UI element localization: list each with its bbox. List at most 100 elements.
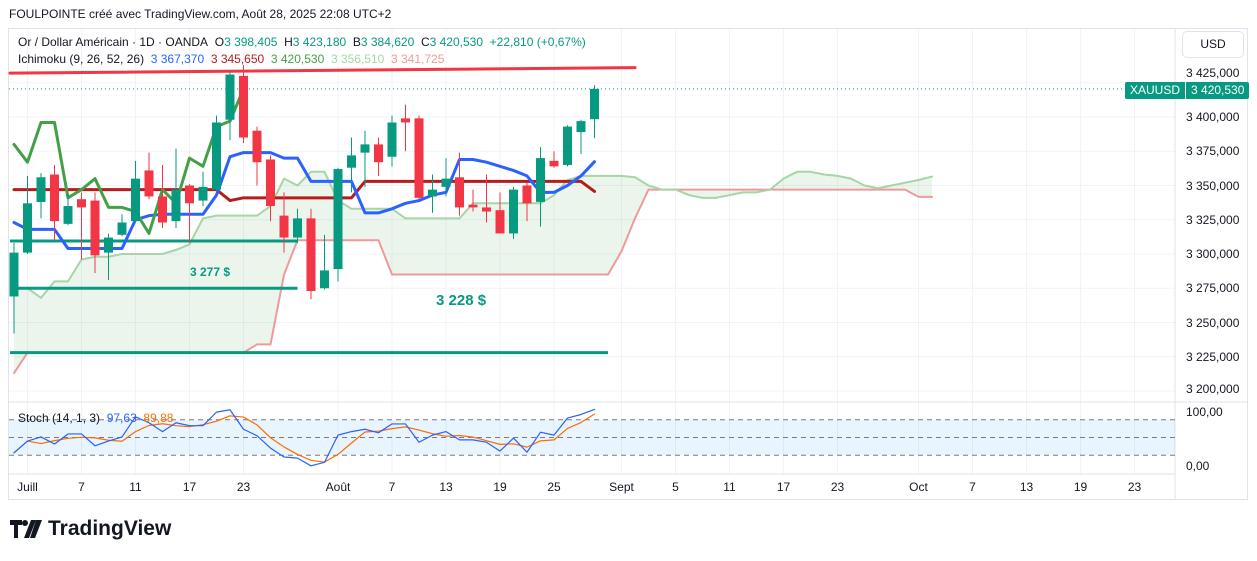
candle xyxy=(428,174,437,213)
candle-body xyxy=(293,218,302,238)
open-label: O xyxy=(214,35,225,49)
candle-body xyxy=(9,252,19,297)
stoch-label[interactable]: Stoch (14, 1, 3) xyxy=(18,411,101,425)
candle xyxy=(50,164,59,241)
ichimoku-cloud xyxy=(14,171,932,374)
currency-button[interactable]: USD xyxy=(1182,31,1244,58)
time-axis-label: 23 xyxy=(1127,480,1142,494)
candle-body xyxy=(225,74,235,120)
time-axis-label: 5 xyxy=(672,480,679,494)
candle-body xyxy=(482,207,491,212)
candle xyxy=(252,126,262,186)
candle-body xyxy=(131,178,140,222)
candle xyxy=(455,152,464,216)
price-axis-label: 3 350,000 xyxy=(1186,178,1240,193)
candle xyxy=(563,125,572,167)
candle xyxy=(104,233,113,281)
candle xyxy=(77,192,86,260)
span-a-value: 3 356,510 xyxy=(330,52,385,66)
time-axis-label: 17 xyxy=(182,480,197,494)
time-axis-label: 7 xyxy=(78,480,85,494)
candle-body xyxy=(495,210,505,234)
candle xyxy=(225,71,235,141)
high-value: 3 423,180 xyxy=(292,35,347,49)
candle xyxy=(198,171,208,207)
candle-body xyxy=(77,199,86,208)
time-axis-label: 7 xyxy=(969,480,976,494)
candle-body xyxy=(144,170,154,197)
candle-body xyxy=(158,196,167,223)
resistance-trendline xyxy=(8,66,637,75)
price-axis-label: 3 325,000 xyxy=(1186,212,1240,227)
candle-body xyxy=(455,177,464,208)
high-label: H xyxy=(284,35,293,49)
price-axis-label: 3 200,000 xyxy=(1186,382,1240,396)
time-axis-label: Août xyxy=(325,480,351,494)
price-axis-label: 3 275,000 xyxy=(1186,281,1240,296)
candle-body xyxy=(360,144,370,153)
candle-body xyxy=(563,126,572,165)
ichimoku-kijun-line xyxy=(12,179,596,203)
time-axis-label: 11 xyxy=(723,480,736,494)
candle-body xyxy=(576,121,586,133)
symbol-name[interactable]: Or / Dollar Américain · 1D · OANDA xyxy=(18,35,209,49)
candle xyxy=(117,214,127,237)
stoch-axis-label: 100,00 xyxy=(1186,405,1223,419)
candle-body xyxy=(90,200,100,256)
price-axis-label: 3 400,000 xyxy=(1186,110,1240,124)
candle xyxy=(158,164,167,228)
candle-body xyxy=(320,270,329,289)
candle xyxy=(333,167,343,282)
candle-body xyxy=(23,203,32,253)
price-axis-label: 3 425,000 xyxy=(1186,66,1240,80)
span-b-value: 3 341,725 xyxy=(391,52,445,66)
ichimoku-legend: Ichimoku (9, 26, 52, 26) 3 367,370 3 345… xyxy=(18,52,444,66)
candle xyxy=(576,119,586,154)
candle xyxy=(414,115,424,200)
candle-body xyxy=(387,122,397,157)
change-value: +22,810 (+0,67%) xyxy=(489,35,586,49)
tenkan-value: 3 367,370 xyxy=(150,52,205,66)
candle-body xyxy=(104,237,113,253)
time-axis-label: 23 xyxy=(236,480,251,494)
candle-body xyxy=(252,130,262,163)
price-axis-label: 3 375,000 xyxy=(1186,144,1240,159)
candle xyxy=(441,158,451,197)
time-axis-label: 13 xyxy=(1019,480,1034,494)
snapshot-title: FOULPOINTE créé avec TradingView.com, Ao… xyxy=(9,7,392,21)
open-value: 3 398,405 xyxy=(224,35,278,49)
candle-body xyxy=(212,122,221,190)
candle-body xyxy=(306,218,316,291)
kijun-value: 3 345,650 xyxy=(210,52,265,66)
candle-body xyxy=(441,178,451,187)
candle xyxy=(63,193,73,226)
candle-body xyxy=(468,204,478,208)
tradingview-logo-icon xyxy=(10,520,42,538)
time-axis-label: Oct xyxy=(909,480,928,494)
candle xyxy=(23,175,32,254)
candle xyxy=(131,160,140,223)
low-label: B xyxy=(352,35,361,49)
candle xyxy=(590,85,599,139)
candle xyxy=(306,208,316,300)
candle xyxy=(293,208,302,244)
ichimoku-chikou-line xyxy=(12,87,245,235)
badge-ticker: XAUUSD xyxy=(1125,82,1187,99)
candle-body xyxy=(347,155,356,168)
time-axis-label: 7 xyxy=(388,480,396,494)
tradingview-logo[interactable]: TradingView xyxy=(10,517,171,541)
candle xyxy=(360,130,370,187)
candle xyxy=(9,243,19,334)
candle xyxy=(279,192,289,253)
level-label-3228: 3 228 $ xyxy=(436,292,487,309)
candle-body xyxy=(549,160,559,167)
ichimoku-label[interactable]: Ichimoku (9, 26, 52, 26) xyxy=(18,52,145,66)
candle xyxy=(509,186,518,239)
candle xyxy=(374,137,383,176)
time-axis-label: 11 xyxy=(129,480,142,494)
candle-body xyxy=(509,189,518,234)
low-value: 3 384,620 xyxy=(360,35,415,49)
last-price-badge: XAUUSD 3 420,530 xyxy=(1125,82,1250,99)
